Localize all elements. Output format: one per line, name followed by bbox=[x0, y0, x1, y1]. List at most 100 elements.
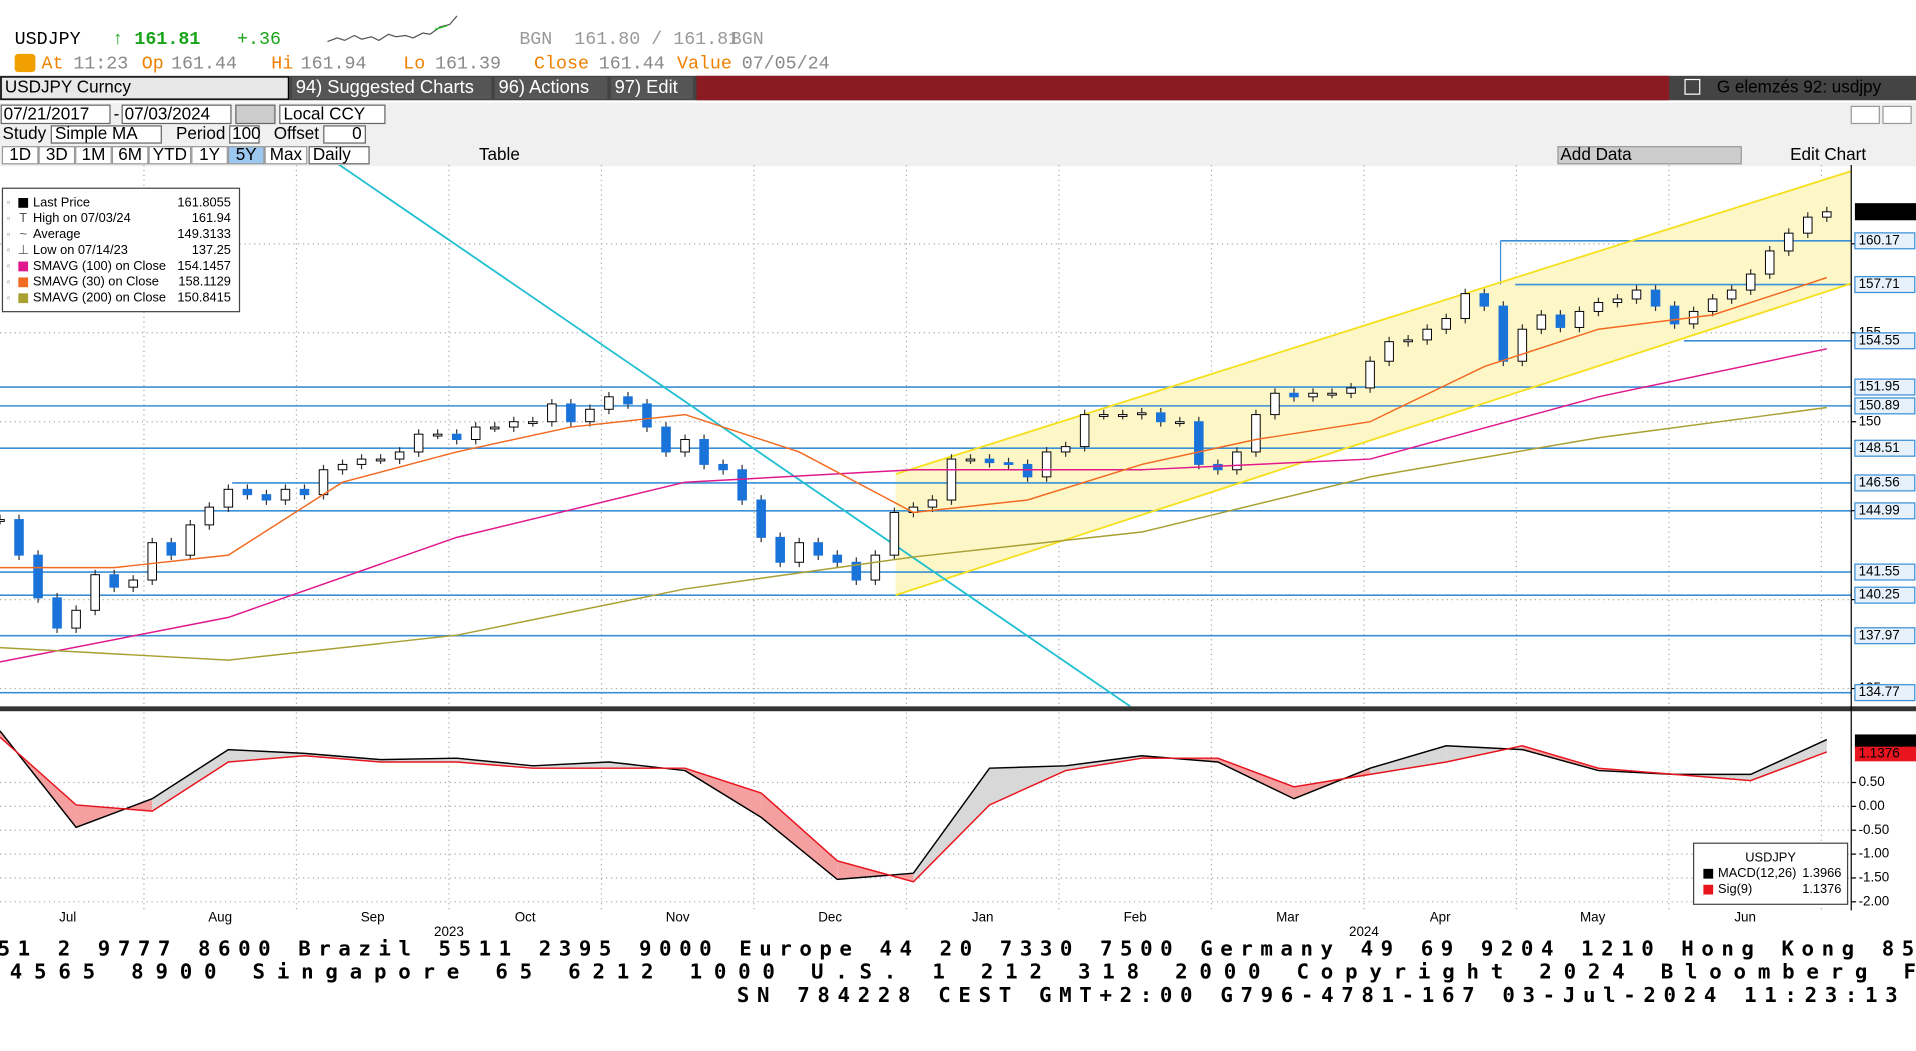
candle bbox=[14, 519, 24, 556]
start-date: 07/21/2017 bbox=[4, 104, 90, 123]
range-button[interactable] bbox=[1, 146, 39, 165]
currency-field[interactable] bbox=[279, 104, 386, 125]
candle bbox=[128, 579, 138, 588]
range-button[interactable] bbox=[191, 146, 228, 165]
legend-value: 161.94 bbox=[192, 210, 231, 225]
table[interactable]: Table bbox=[479, 145, 520, 164]
legend-label: Last Price bbox=[33, 194, 90, 209]
value: 161.44 bbox=[171, 53, 237, 74]
candle bbox=[71, 609, 81, 629]
legend-symbol: T bbox=[19, 210, 27, 225]
candle bbox=[566, 403, 576, 423]
level-label: 134.77 bbox=[1859, 684, 1900, 699]
undo[interactable] bbox=[1850, 105, 1880, 125]
last: 161.81 bbox=[134, 29, 200, 50]
range-button[interactable] bbox=[75, 146, 112, 165]
candle bbox=[470, 426, 481, 441]
dash: - bbox=[114, 104, 120, 123]
bid-ask: 161.80 / 161.81 bbox=[574, 29, 739, 50]
range-label: 6M bbox=[118, 145, 142, 164]
security-field[interactable] bbox=[0, 76, 289, 100]
security: USDJPY Curncy bbox=[5, 78, 131, 97]
x-tick-label: Sep bbox=[361, 909, 385, 924]
legend-value: 158.1129 bbox=[178, 274, 231, 289]
candle bbox=[1403, 339, 1413, 343]
candle bbox=[661, 426, 671, 453]
legend-symbol: ~ bbox=[19, 226, 27, 241]
legend-swatch bbox=[1703, 884, 1714, 895]
macd-legend-title: USDJPY bbox=[1745, 849, 1796, 864]
legend-toggle: ▫ bbox=[7, 261, 10, 272]
period-field[interactable] bbox=[229, 125, 260, 144]
candle bbox=[528, 421, 538, 425]
menu-right[interactable]: G elemzés 92: usdjpy bbox=[1717, 78, 1882, 97]
range-button[interactable] bbox=[38, 146, 76, 165]
menu-button[interactable] bbox=[292, 77, 492, 100]
candle bbox=[1136, 412, 1147, 416]
range-label: 1D bbox=[9, 145, 31, 164]
year-label: 2024 bbox=[1349, 924, 1379, 939]
study-field[interactable] bbox=[50, 125, 162, 144]
candle bbox=[1726, 289, 1737, 300]
x-tick-label: Feb bbox=[1124, 909, 1147, 924]
range-button[interactable] bbox=[111, 146, 149, 165]
arrows[interactable] bbox=[235, 104, 276, 125]
x-tick-label: Jul bbox=[59, 909, 76, 924]
label: Close bbox=[534, 53, 589, 74]
candle bbox=[1460, 293, 1471, 320]
menu-label: 96) Actions bbox=[499, 76, 590, 97]
icon[interactable] bbox=[1684, 78, 1701, 95]
add-data-field[interactable] bbox=[1557, 146, 1742, 165]
source: BGN bbox=[519, 29, 552, 50]
offset-field[interactable] bbox=[323, 125, 366, 144]
year-label: 2023 bbox=[434, 924, 464, 939]
redo[interactable] bbox=[1882, 105, 1912, 125]
candle bbox=[318, 469, 329, 496]
candle bbox=[832, 554, 843, 563]
candle bbox=[1022, 463, 1033, 478]
add-data: Add Data bbox=[1560, 145, 1632, 164]
level-tag bbox=[1854, 563, 1916, 581]
candle bbox=[432, 433, 443, 437]
candle bbox=[242, 488, 253, 496]
frequency-field[interactable] bbox=[308, 146, 370, 165]
candle bbox=[1745, 273, 1756, 291]
arrow: ↑ bbox=[112, 29, 123, 50]
macd-tag bbox=[1854, 734, 1916, 750]
range-button[interactable] bbox=[148, 146, 192, 165]
range-button[interactable] bbox=[227, 146, 265, 165]
edit-chart[interactable]: Edit Chart bbox=[1790, 145, 1866, 164]
level-tag bbox=[1854, 502, 1916, 520]
level-tag bbox=[1854, 586, 1916, 604]
date-field[interactable] bbox=[0, 104, 111, 125]
range-label: 3D bbox=[46, 145, 68, 164]
candle bbox=[813, 542, 824, 556]
label: Value bbox=[677, 53, 732, 74]
date-field[interactable] bbox=[121, 104, 232, 125]
candle bbox=[1098, 414, 1109, 417]
panel-separator bbox=[0, 706, 1916, 712]
menu-button[interactable] bbox=[494, 77, 608, 100]
value: 07/05/24 bbox=[742, 53, 830, 74]
candle bbox=[1555, 314, 1566, 328]
legend-label: SMAVG (30) on Close bbox=[33, 274, 159, 289]
range-button[interactable] bbox=[264, 146, 308, 165]
level-tag bbox=[1854, 397, 1916, 415]
y-tick-label: -1.50 bbox=[1859, 870, 1890, 885]
legend-label: MACD(12,26) bbox=[1718, 865, 1796, 880]
x-tick-label: Nov bbox=[666, 909, 690, 924]
quote-header: USDJPY ↑ 161.81 +.36 BGN 161.80 / 161.81… bbox=[14, 15, 830, 74]
macd-line bbox=[0, 736, 1828, 883]
candle bbox=[1117, 414, 1128, 417]
icon[interactable] bbox=[14, 53, 36, 73]
menu-label: 97) Edit bbox=[615, 76, 678, 97]
candle bbox=[185, 524, 196, 556]
candle bbox=[794, 542, 804, 563]
y-tick-label: 0.00 bbox=[1859, 798, 1885, 813]
menu-button[interactable] bbox=[610, 77, 693, 100]
legend-toggle: ▫ bbox=[7, 293, 10, 304]
x-tick-label: Dec bbox=[818, 909, 842, 924]
candle bbox=[756, 499, 766, 538]
candle bbox=[1650, 289, 1661, 307]
candle bbox=[1175, 421, 1185, 425]
